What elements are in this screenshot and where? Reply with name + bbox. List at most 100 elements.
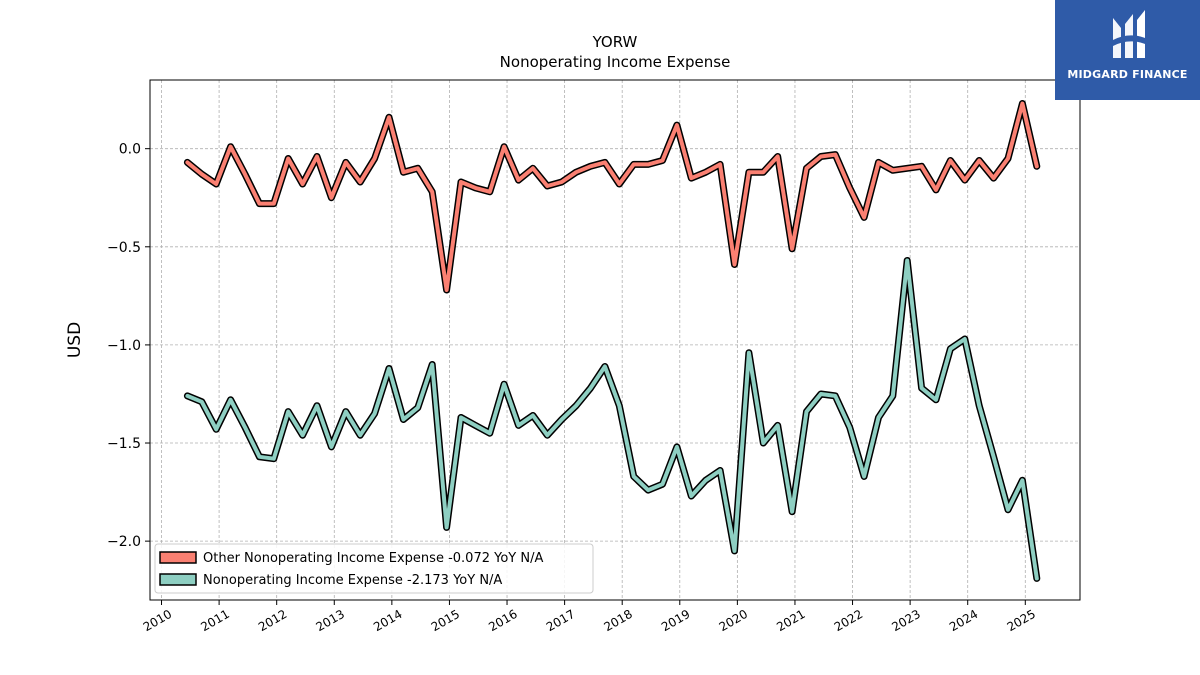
data-point xyxy=(603,160,607,164)
data-point xyxy=(358,180,362,184)
data-point xyxy=(632,162,636,166)
data-point xyxy=(848,425,852,429)
data-point xyxy=(704,170,708,174)
data-point xyxy=(416,166,420,170)
data-point xyxy=(315,154,319,159)
x-tick-label: 2023 xyxy=(889,607,922,634)
data-point xyxy=(229,145,233,149)
data-point xyxy=(373,412,377,416)
x-tick-label: 2011 xyxy=(198,607,231,634)
data-point xyxy=(617,182,621,186)
data-point xyxy=(488,190,492,194)
data-point xyxy=(373,156,377,161)
data-point xyxy=(358,433,362,437)
data-point xyxy=(243,425,247,429)
data-point xyxy=(747,351,751,355)
y-tick-label: −1.0 xyxy=(107,338,141,354)
data-point xyxy=(876,160,881,164)
data-point xyxy=(574,170,578,174)
data-point xyxy=(200,172,204,176)
legend-label: Nonoperating Income Expense -2.173 YoY N… xyxy=(203,573,502,588)
data-point xyxy=(560,180,564,184)
data-point xyxy=(862,215,866,219)
data-point xyxy=(862,474,866,478)
data-point xyxy=(1020,478,1024,482)
data-point xyxy=(445,288,449,292)
data-point xyxy=(632,474,636,478)
data-point xyxy=(1035,164,1039,168)
data-point xyxy=(329,445,333,449)
series-layer xyxy=(183,100,1041,582)
y-tick-label: 0.0 xyxy=(119,142,141,158)
data-point xyxy=(272,457,276,461)
data-point xyxy=(502,145,506,149)
data-point xyxy=(574,404,578,408)
data-point xyxy=(660,158,665,163)
brand-name: MIDGARD FINANCE xyxy=(1067,68,1188,81)
data-point xyxy=(732,549,737,553)
data-point xyxy=(1035,576,1039,581)
y-tick-label: −0.5 xyxy=(107,240,141,256)
data-point xyxy=(891,168,895,172)
series-line-nonoperating-income-expense xyxy=(185,258,1039,581)
data-point xyxy=(185,160,189,164)
data-point xyxy=(531,413,535,418)
data-point xyxy=(488,431,492,435)
data-point xyxy=(1006,508,1010,512)
data-point xyxy=(761,441,765,445)
chart-title: YORW xyxy=(592,33,638,51)
data-point xyxy=(992,176,996,180)
series-line-other-nonoperating-income-expense xyxy=(185,101,1039,292)
chart-subtitle: Nonoperating Income Expense xyxy=(500,53,731,71)
data-point xyxy=(963,178,967,182)
data-point xyxy=(934,398,938,402)
data-point xyxy=(286,156,290,161)
data-point xyxy=(675,123,679,127)
brand-logo: MIDGARD FINANCE xyxy=(1055,0,1200,100)
data-point xyxy=(229,398,233,402)
data-point xyxy=(819,392,823,396)
data-point xyxy=(948,347,953,351)
data-point xyxy=(833,394,837,398)
data-point xyxy=(416,406,420,410)
data-point xyxy=(819,154,823,159)
data-point xyxy=(516,423,521,427)
data-point xyxy=(401,417,405,422)
x-tick-label: 2019 xyxy=(659,607,692,634)
data-point xyxy=(301,182,305,186)
data-point xyxy=(588,386,593,390)
data-point xyxy=(948,158,953,163)
data-point xyxy=(301,433,305,437)
data-point xyxy=(617,404,621,408)
data-point xyxy=(891,394,895,398)
data-point xyxy=(286,410,290,414)
x-tick-label: 2025 xyxy=(1005,607,1038,634)
data-point xyxy=(243,172,247,176)
y-tick-label: −1.5 xyxy=(107,436,141,452)
data-point xyxy=(214,427,218,431)
data-point xyxy=(1020,101,1024,106)
data-point xyxy=(200,400,204,404)
data-point xyxy=(1006,156,1010,161)
data-point xyxy=(920,164,924,168)
x-tick-label: 2015 xyxy=(429,607,462,634)
data-point xyxy=(329,196,333,200)
y-axis-label: USD xyxy=(65,322,85,358)
data-point xyxy=(876,415,881,420)
x-axis: 2010 2011 2012 2013 2014 2015 2016 2017 2018 2019… xyxy=(141,600,1038,634)
series-outline-nonoperating-income-expense xyxy=(183,257,1041,582)
data-point xyxy=(401,170,405,174)
data-point xyxy=(257,455,261,459)
data-point xyxy=(430,362,434,367)
data-point xyxy=(977,158,981,163)
data-point xyxy=(963,337,967,341)
data-point xyxy=(387,115,391,119)
data-point xyxy=(516,178,521,182)
x-tick-label: 2024 xyxy=(947,607,980,634)
data-point xyxy=(992,455,996,459)
data-point xyxy=(920,386,924,390)
data-point xyxy=(848,186,852,190)
data-point xyxy=(804,410,809,414)
data-point xyxy=(257,202,261,206)
data-point xyxy=(430,190,434,194)
